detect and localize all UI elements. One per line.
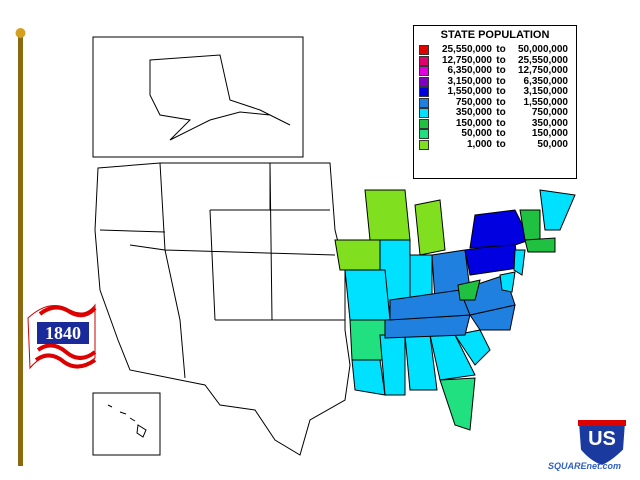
range-to: 12,750,000: [517, 65, 568, 77]
range-joiner: to: [496, 96, 506, 108]
range-to: 150,000: [531, 128, 568, 140]
hawaii: [107, 404, 147, 438]
legend-row: 1,000 to 50,000: [414, 138, 576, 151]
range-joiner: to: [496, 54, 506, 66]
range-to: 350,000: [531, 117, 568, 129]
legend-row: 12,750,000 to 25,550,000: [414, 54, 576, 67]
range-joiner: to: [496, 44, 506, 56]
range-from: 750,000: [455, 96, 492, 108]
range-from: 350,000: [455, 107, 492, 119]
legend-swatch: [419, 129, 429, 140]
alaska: [149, 54, 291, 141]
range-joiner: to: [496, 128, 506, 140]
range-to: 50,000,000: [517, 44, 568, 56]
range-from: 3,150,000: [447, 75, 493, 87]
legend-swatch: [419, 45, 429, 56]
range-to: 750,000: [531, 107, 568, 119]
western-states: [94, 162, 351, 456]
legend-swatch: [419, 118, 429, 129]
range-from: 6,350,000: [447, 65, 493, 77]
legend-swatch: [419, 55, 429, 66]
range-to: 50,000: [537, 138, 568, 150]
pole-top: [15, 28, 26, 38]
legend-swatch: [419, 87, 429, 98]
legend-row: 750,000 to 1,550,000: [414, 96, 576, 109]
watermark: SQUAREnet.com: [548, 461, 622, 471]
range-to: 25,550,000: [517, 54, 568, 66]
eastern-states: [334, 189, 576, 431]
legend-swatch: [419, 108, 429, 119]
hawaii-inset: [92, 392, 161, 456]
legend-row: 350,000 to 750,000: [414, 108, 576, 119]
range-joiner: to: [496, 86, 506, 98]
range-joiner: to: [496, 75, 506, 87]
range-to: 1,550,000: [523, 96, 569, 108]
legend-row: 25,550,000 to 50,000,000: [414, 45, 576, 56]
shield-band: [578, 420, 626, 426]
legend-row: 6,350,000 to 12,750,000: [414, 66, 576, 77]
year-label: 1840: [37, 322, 89, 344]
range-joiner: to: [496, 107, 506, 119]
range-from: 1,000: [466, 138, 492, 150]
legend-title: STATE POPULATION: [440, 29, 550, 41]
legend-row: 3,150,000 to 6,350,000: [414, 75, 576, 88]
legend-swatch: [419, 139, 429, 150]
range-to: 3,150,000: [523, 86, 569, 98]
range-to: 6,350,000: [523, 75, 569, 87]
shield-label: US: [588, 428, 616, 450]
range-from: 50,000: [461, 128, 492, 140]
range-joiner: to: [496, 138, 506, 150]
legend-swatch: [419, 97, 429, 108]
us-shield: [576, 421, 628, 468]
legend-swatch: [419, 66, 429, 77]
range-joiner: to: [496, 117, 506, 129]
legend-row: 1,550,000 to 3,150,000: [414, 87, 576, 98]
range-from: 12,750,000: [441, 54, 492, 66]
legend: STATE POPULATION 25,550,000 to 50,000,000 1…: [413, 25, 577, 179]
legend-swatch: [419, 76, 429, 87]
legend-row: 50,000 to 150,000: [414, 129, 576, 140]
range-from: 25,550,000: [441, 44, 492, 56]
range-from: 1,550,000: [447, 86, 493, 98]
range-from: 150,000: [455, 117, 492, 129]
legend-row: 150,000 to 350,000: [414, 117, 576, 130]
legend-rows: 25,550,000 to 50,000,000 12,750,000 to 25,550…: [414, 45, 576, 150]
range-joiner: to: [496, 65, 506, 77]
flag-pole: [18, 36, 23, 466]
